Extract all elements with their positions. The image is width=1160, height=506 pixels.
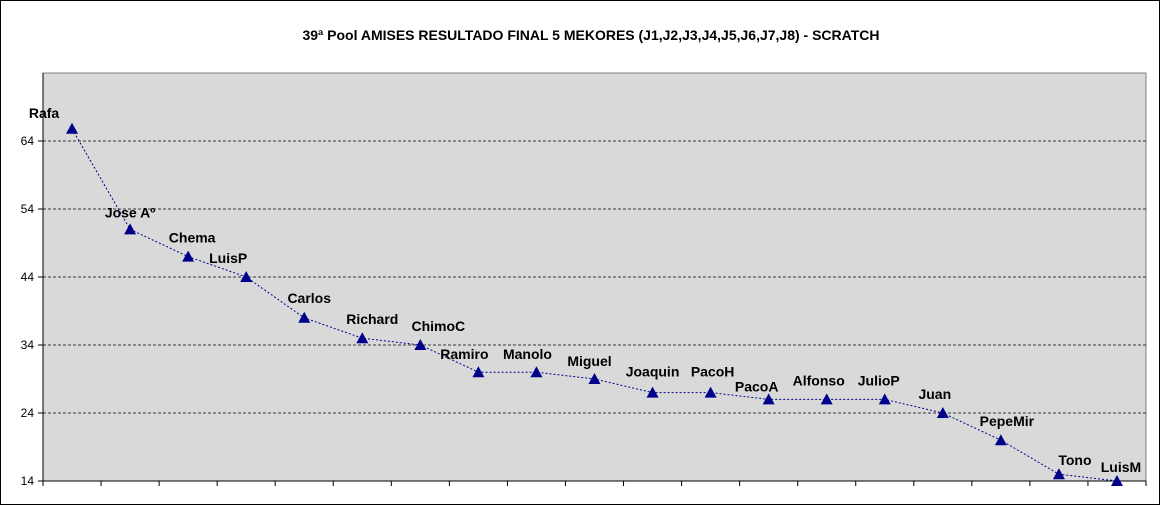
data-point-marker: [182, 250, 195, 262]
data-point-label: Juan: [918, 386, 951, 402]
data-point-marker: [356, 332, 369, 344]
data-point-marker: [588, 373, 601, 384]
data-point-marker: [994, 434, 1007, 446]
y-tick-label: 24: [21, 406, 35, 420]
data-point-marker: [1052, 468, 1065, 480]
data-point-marker: [124, 223, 137, 235]
data-point-marker: [704, 386, 717, 398]
chart-title: 39ª Pool AMISES RESULTADO FINAL 5 MEKORE…: [302, 27, 879, 43]
data-point-label: Manolo: [503, 346, 552, 362]
data-point-label: Rafa: [29, 105, 60, 121]
data-point-label: Jose Aº: [105, 204, 156, 220]
data-point-marker: [530, 366, 543, 378]
data-point-label: PacoH: [691, 364, 735, 380]
data-point-label: Tono: [1058, 452, 1091, 468]
data-point-label: Carlos: [287, 290, 331, 306]
data-point-marker: [66, 122, 79, 134]
data-point-label: Richard: [346, 311, 398, 327]
y-tick-label: 34: [21, 338, 35, 352]
data-point-marker: [298, 311, 311, 323]
data-point-label: ChimoC: [412, 318, 466, 334]
data-point-label: Miguel: [567, 353, 611, 369]
data-point-label: Chema: [169, 230, 216, 246]
data-point-marker: [1110, 475, 1123, 486]
data-point-marker: [240, 271, 253, 282]
y-tick-label: 14: [21, 474, 35, 488]
y-tick-label: 64: [21, 134, 35, 148]
data-point-marker: [936, 407, 949, 418]
data-point-label: Joaquin: [626, 364, 680, 380]
data-point-label: Ramiro: [440, 346, 488, 362]
data-point-label: PacoA: [735, 378, 779, 394]
y-tick-label: 54: [21, 202, 35, 216]
data-point-marker: [472, 366, 485, 378]
data-point-label: LuisP: [209, 250, 247, 266]
data-point-label: Alfonso: [793, 372, 845, 388]
data-point-label: LuisM: [1101, 459, 1141, 475]
data-point-label: PepeMir: [980, 413, 1035, 429]
data-point-marker: [762, 393, 775, 405]
y-tick-label: 44: [21, 270, 35, 284]
data-point-marker: [878, 393, 891, 405]
data-point-marker: [414, 339, 427, 350]
data-point-marker: [646, 386, 659, 398]
data-point-label: JulioP: [858, 372, 900, 388]
data-point-marker: [820, 393, 833, 405]
